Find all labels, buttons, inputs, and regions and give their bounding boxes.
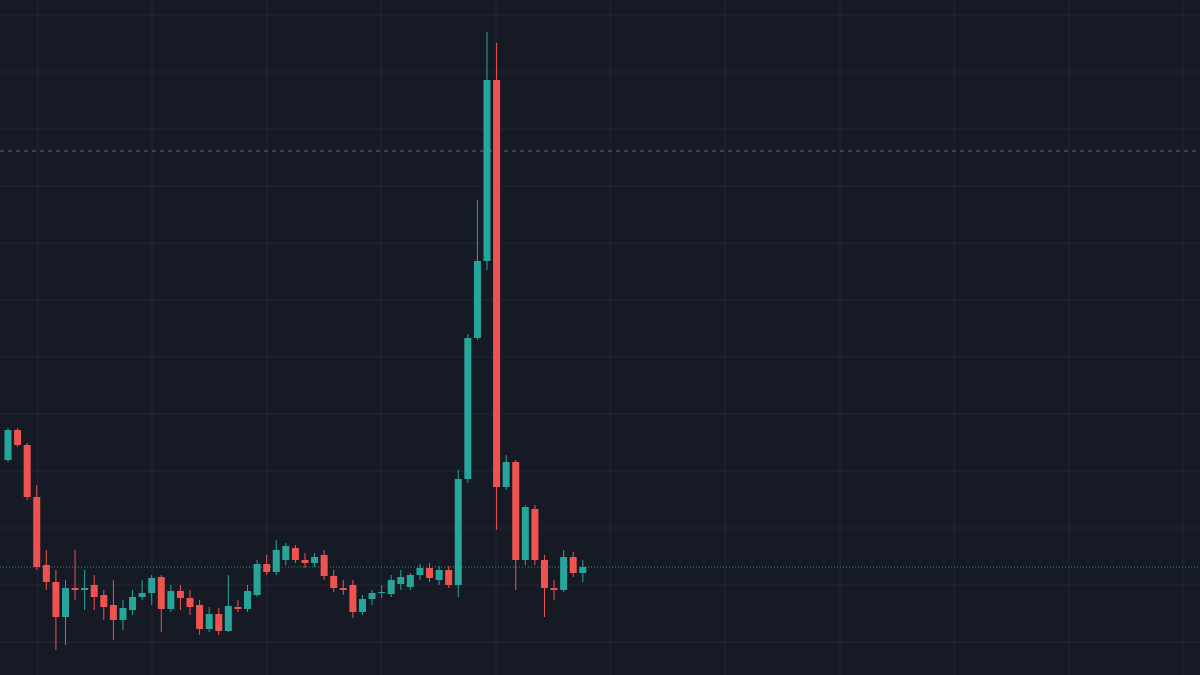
candle-body xyxy=(550,588,558,590)
candle-body xyxy=(167,591,175,609)
candle-body xyxy=(186,598,194,607)
candle-body xyxy=(358,599,366,612)
candle-body xyxy=(81,588,89,590)
candle-body xyxy=(387,580,395,594)
candle-body xyxy=(100,595,108,607)
candle-body xyxy=(311,557,319,563)
candle-body xyxy=(119,608,127,620)
candle-body xyxy=(579,567,587,573)
candle-body xyxy=(272,550,280,572)
candle-body xyxy=(464,338,472,479)
candle-body xyxy=(33,497,41,567)
candle-body xyxy=(426,568,434,578)
candle-body xyxy=(14,430,22,445)
candle-body xyxy=(569,557,577,573)
candle-body xyxy=(263,564,271,572)
candle-body xyxy=(291,548,299,560)
candle-body xyxy=(540,560,548,588)
candle-body xyxy=(196,605,204,629)
candle-body xyxy=(129,597,137,610)
candle-body xyxy=(349,585,357,612)
candle-body xyxy=(42,565,50,582)
candle-body xyxy=(4,430,12,460)
candle-body xyxy=(23,445,31,497)
candle-body xyxy=(253,564,261,595)
candle-body xyxy=(224,606,232,631)
candle-body xyxy=(138,593,146,597)
candle-body xyxy=(416,568,424,575)
candle-body xyxy=(282,546,290,560)
candle-body xyxy=(502,462,510,487)
candle-body xyxy=(320,555,328,576)
candle-body xyxy=(61,588,69,617)
candle-body xyxy=(148,578,156,593)
candle-body xyxy=(483,80,491,261)
candle-body xyxy=(205,614,213,629)
candle-body xyxy=(215,614,223,631)
candle-body xyxy=(90,585,98,597)
candle-body xyxy=(339,588,347,590)
candle-body xyxy=(473,261,481,338)
candle-body xyxy=(301,560,309,563)
candle-body xyxy=(512,462,520,560)
candle-body xyxy=(71,588,79,590)
candle-body xyxy=(378,592,386,593)
candle-body xyxy=(157,577,165,609)
candle-body xyxy=(435,570,443,580)
candle-body xyxy=(521,507,529,560)
candle-body xyxy=(176,591,184,598)
candle-body xyxy=(493,80,501,487)
candle-body xyxy=(109,605,117,620)
candle-body xyxy=(397,577,405,584)
candle-body xyxy=(244,591,251,609)
candle-body xyxy=(560,557,568,590)
candle-body xyxy=(454,479,462,585)
candle-body xyxy=(531,509,539,560)
candle-body xyxy=(406,575,414,587)
candle-body xyxy=(234,607,242,609)
candle-body xyxy=(445,570,453,585)
candle-body xyxy=(330,576,338,588)
candle-body xyxy=(368,593,376,599)
candle-body xyxy=(52,582,60,617)
